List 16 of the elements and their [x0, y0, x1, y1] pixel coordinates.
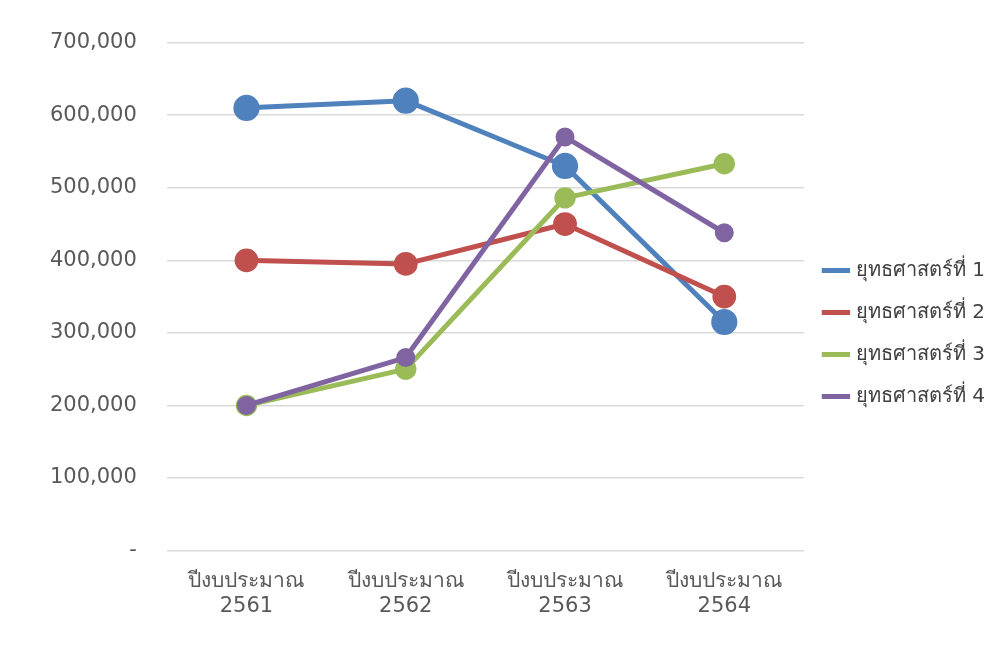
y-tick-label: 600,000: [50, 101, 137, 126]
x-tick-label: ปีงบประมาณ 2562: [346, 567, 464, 617]
x-tick-label: ปีงบประมาณ 2561: [187, 567, 305, 617]
y-tick-label: -: [129, 537, 137, 562]
y-tick-label: 100,000: [50, 464, 137, 489]
legend-label: ยุทธศาสตร์ที่ 3: [855, 338, 986, 366]
legend-label: ยุทธศาสตร์ที่ 4: [855, 380, 986, 408]
legend-label: ยุทธศาสตร์ที่ 2: [855, 296, 986, 324]
legend-label: ยุทธศาสตร์ที่ 1: [855, 254, 986, 282]
y-tick-label: 200,000: [50, 391, 137, 416]
x-tick-label: ปีงบประมาณ 2563: [506, 567, 624, 617]
y-tick-label: 500,000: [50, 174, 137, 199]
x-tick-label: ปีงบประมาณ 2564: [665, 567, 783, 617]
y-tick-label: 400,000: [50, 246, 137, 271]
y-tick-label: 700,000: [50, 29, 137, 54]
y-tick-label: 300,000: [50, 319, 137, 344]
